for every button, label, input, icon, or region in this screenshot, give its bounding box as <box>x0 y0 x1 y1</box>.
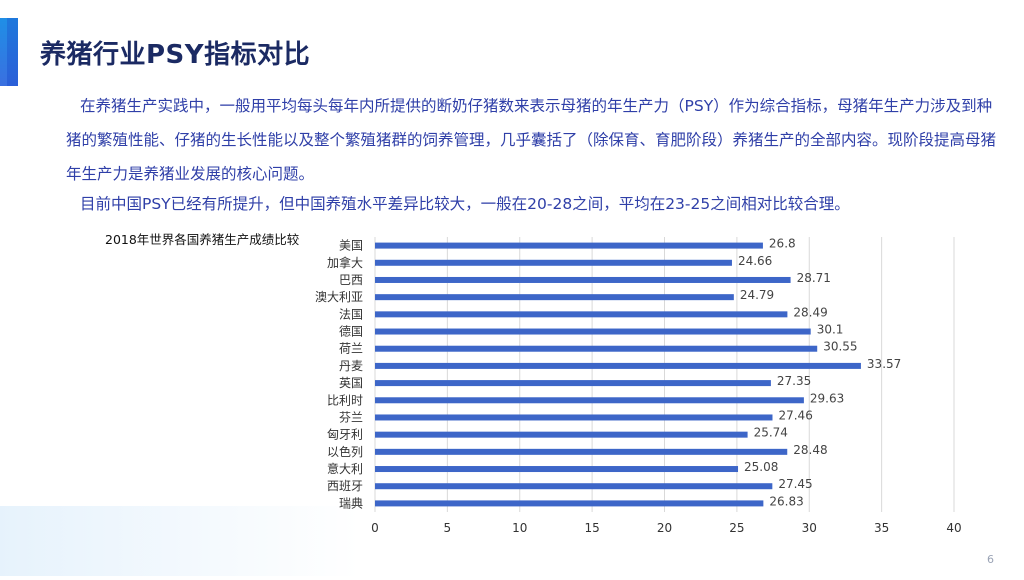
bar <box>375 259 732 266</box>
data-label: 28.71 <box>797 271 831 285</box>
category-label: 美国 <box>339 239 363 253</box>
data-label: 24.66 <box>738 254 772 268</box>
x-tick-label: 0 <box>371 521 379 535</box>
x-tick-label: 30 <box>802 521 817 535</box>
bar <box>375 345 818 352</box>
category-label: 加拿大 <box>327 255 363 270</box>
data-label: 28.48 <box>793 443 827 457</box>
category-label: 西班牙 <box>327 479 363 493</box>
x-tick-label: 5 <box>444 521 452 535</box>
summary-paragraph: 目前中国PSY已经有所提升，但中国养殖水平差异比较大，一般在20-28之间，平均… <box>80 195 850 213</box>
bar <box>375 500 764 507</box>
x-tick-label: 25 <box>729 521 744 535</box>
bar <box>375 448 788 455</box>
data-label: 25.74 <box>754 426 788 440</box>
category-label: 英国 <box>339 376 363 390</box>
bar <box>375 380 771 387</box>
bar <box>375 483 773 490</box>
x-tick-label: 35 <box>874 521 889 535</box>
bar <box>375 466 739 473</box>
bar <box>375 242 763 249</box>
data-label: 30.1 <box>817 323 844 337</box>
category-label: 以色列 <box>327 445 363 459</box>
x-tick-label: 15 <box>584 521 599 535</box>
background-decoration <box>0 506 360 576</box>
data-label: 33.57 <box>867 357 901 371</box>
bar <box>375 294 734 301</box>
data-label: 24.79 <box>740 288 774 302</box>
page-number: 6 <box>987 553 994 566</box>
bar <box>375 311 788 318</box>
intro-paragraph: 在养猪生产实践中，一般用平均每头每年内所提供的断奶仔猪数来表示母猪的年生产力（P… <box>66 97 997 183</box>
bar <box>375 362 861 369</box>
data-label: 26.8 <box>769 237 796 251</box>
bar <box>375 414 773 421</box>
data-label: 27.45 <box>778 477 812 491</box>
category-label: 匈牙利 <box>327 428 363 442</box>
bar <box>375 397 804 404</box>
slide-title: 养猪行业PSY指标对比 <box>40 40 311 70</box>
x-tick-label: 20 <box>657 521 672 535</box>
data-label: 30.55 <box>823 340 857 354</box>
category-label: 意大利 <box>327 461 363 476</box>
category-label: 澳大利亚 <box>315 290 363 304</box>
category-label: 法国 <box>339 307 363 321</box>
bar <box>375 328 811 335</box>
category-label: 荷兰 <box>339 342 363 356</box>
data-label: 29.63 <box>810 391 844 405</box>
data-label: 26.83 <box>769 494 803 508</box>
category-label: 瑞典 <box>339 496 363 510</box>
x-tick-label: 10 <box>512 521 527 535</box>
category-label: 芬兰 <box>339 410 363 424</box>
category-label: 丹麦 <box>339 359 363 373</box>
chart-title: 2018年世界各国养猪生产成绩比较 <box>105 232 300 247</box>
bar <box>375 431 748 438</box>
data-label: 28.49 <box>793 305 827 319</box>
title-accent-bar <box>0 18 18 86</box>
category-label: 比利时 <box>327 393 363 407</box>
category-label: 德国 <box>339 324 363 339</box>
data-label: 27.35 <box>777 374 811 388</box>
data-label: 25.08 <box>744 460 778 474</box>
category-label: 巴西 <box>339 273 363 287</box>
data-label: 27.46 <box>778 408 812 422</box>
x-tick-label: 40 <box>946 521 961 535</box>
bar <box>375 276 791 283</box>
